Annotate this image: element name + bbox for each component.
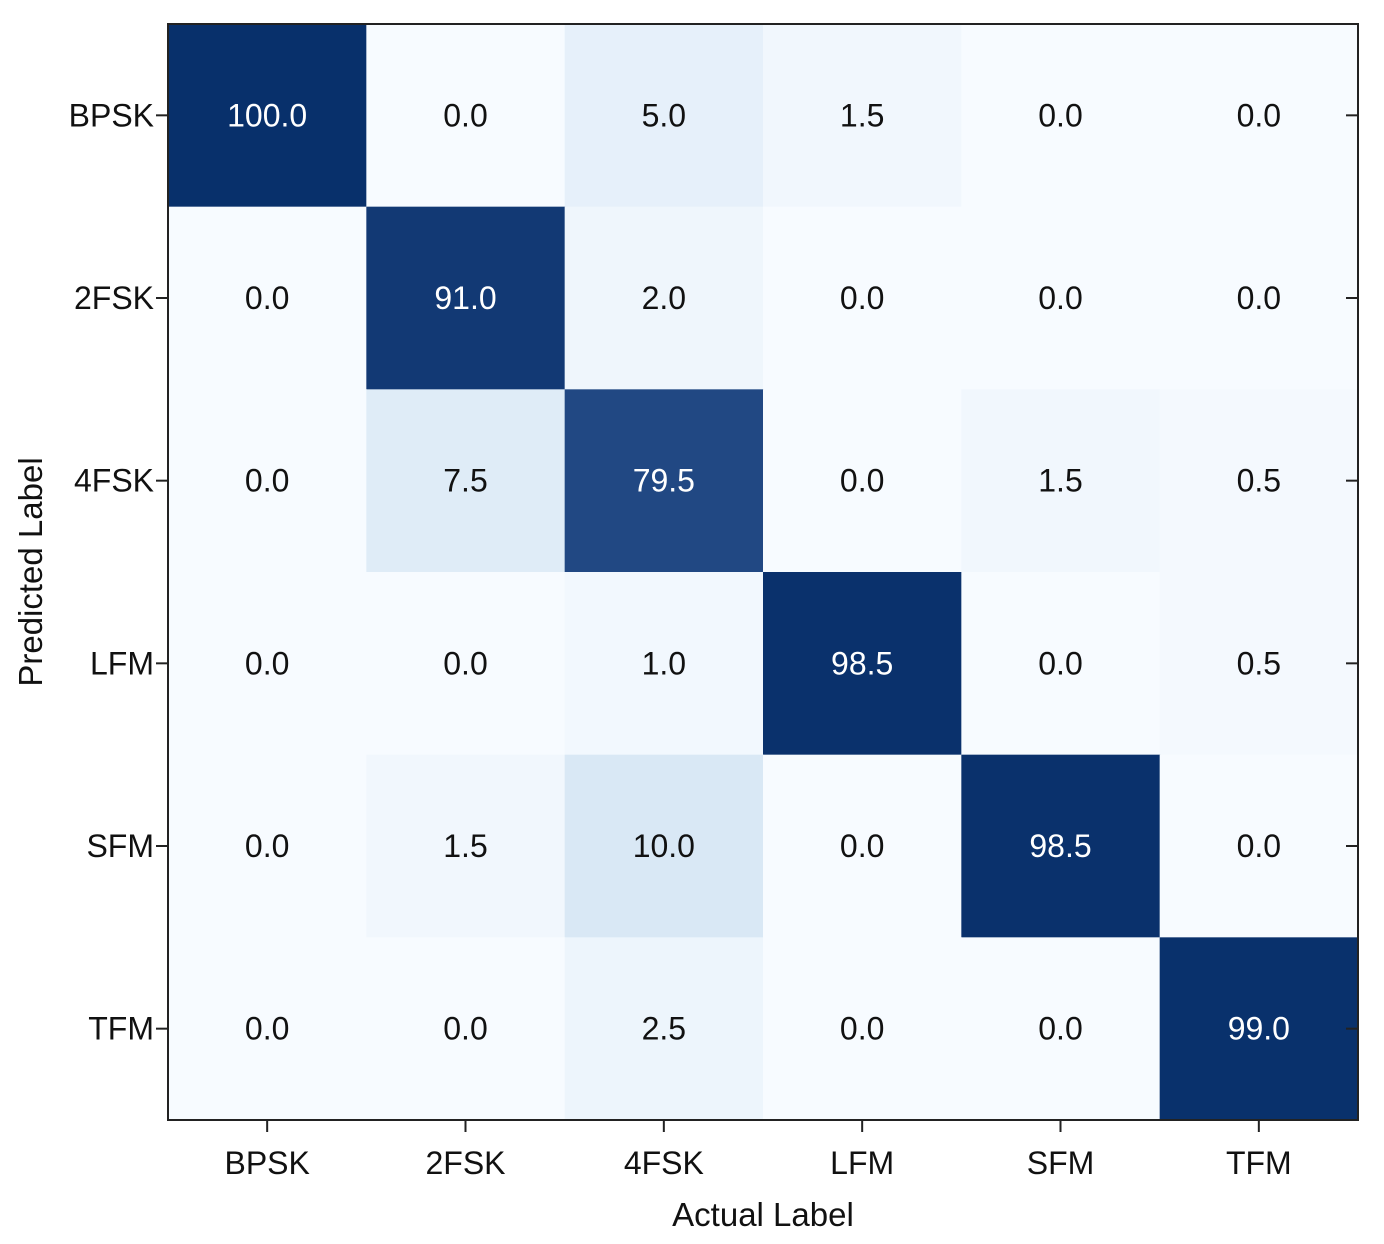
cell-value-label: 0.0 — [1038, 1011, 1082, 1047]
heatmap-cell — [168, 754, 367, 938]
heatmap-cell — [366, 754, 566, 938]
cell-value-label: 99.0 — [1228, 1011, 1290, 1047]
cell-value-label: 0.0 — [245, 828, 289, 864]
cell-value-label: 91.0 — [434, 280, 496, 316]
x-tick-label: 2FSK — [425, 1145, 505, 1181]
cell-value-label: 0.0 — [1038, 97, 1082, 133]
y-tick-label: 4FSK — [74, 463, 154, 499]
heatmap-cell — [1159, 24, 1359, 208]
x-tick-label: 4FSK — [624, 1145, 704, 1181]
heatmap-cell — [763, 389, 962, 573]
cell-value-label: 2.5 — [642, 1011, 686, 1047]
cell-value-label: 0.0 — [840, 280, 884, 316]
heatmap-cell — [961, 937, 1161, 1121]
cell-value-label: 0.0 — [840, 828, 884, 864]
heatmap-cell — [763, 754, 962, 938]
y-tick-label: BPSK — [69, 97, 154, 133]
heatmap-cell — [961, 206, 1161, 390]
heatmap-cell — [961, 389, 1161, 573]
y-tick-label: SFM — [86, 828, 154, 864]
heatmap-cell — [763, 24, 962, 208]
heatmap-cell — [961, 572, 1161, 756]
heatmap-cell — [1159, 937, 1359, 1121]
plot-frame — [167, 23, 1359, 1121]
y-tick-labels: BPSK 2FSK 4FSK LFM SFM TFM — [69, 97, 154, 1046]
heatmap-cell — [564, 389, 764, 573]
heatmap-cell — [763, 937, 962, 1121]
heatmap-cell — [763, 572, 962, 756]
cell-value-label: 100.0 — [227, 97, 307, 133]
heatmap-cell — [564, 937, 764, 1121]
cell-value-label: 0.0 — [1038, 280, 1082, 316]
cell-value-label: 0.0 — [245, 463, 289, 499]
heatmap-cell — [168, 24, 367, 208]
x-tick-labels: BPSK 2FSK 4FSK LFM SFM TFM — [224, 1145, 1291, 1181]
y-tick-label: TFM — [88, 1011, 154, 1047]
heatmap-cell — [366, 572, 566, 756]
heatmap-cell — [168, 572, 367, 756]
cell-value-label: 0.5 — [1237, 463, 1281, 499]
heatmap-cell — [1159, 206, 1359, 390]
cell-value-label: 0.0 — [443, 645, 487, 681]
cell-value-label: 79.5 — [633, 463, 695, 499]
cell-value-label: 0.0 — [245, 280, 289, 316]
heatmap-cell — [763, 206, 962, 390]
cell-value-label: 0.0 — [443, 1011, 487, 1047]
cell-value-label: 10.0 — [633, 828, 695, 864]
x-tick-label: SFM — [1027, 1145, 1095, 1181]
heatmap-cells — [168, 24, 1359, 1121]
y-tick-label: 2FSK — [74, 280, 154, 316]
heatmap-cell — [961, 24, 1161, 208]
cell-value-label: 0.0 — [840, 1011, 884, 1047]
cell-value-label: 1.5 — [443, 828, 487, 864]
cell-value-label: 0.0 — [1038, 645, 1082, 681]
heatmap-cell — [366, 206, 566, 390]
cell-value-label: 5.0 — [642, 97, 686, 133]
cell-value-label: 98.5 — [1029, 828, 1091, 864]
heatmap-cell — [168, 206, 367, 390]
cell-value-label: 2.0 — [642, 280, 686, 316]
cell-value-label: 0.0 — [1237, 280, 1281, 316]
heatmap-cell-labels: 100.0 0.0 5.0 1.5 0.0 0.0 0.0 91.0 2.0 0.0 0.0 0.0 0… — [227, 97, 1290, 1046]
cell-value-label: 98.5 — [831, 645, 893, 681]
cell-value-label: 7.5 — [443, 463, 487, 499]
cell-value-label: 0.0 — [1237, 97, 1281, 133]
y-axis-title: Predicted Label — [12, 457, 49, 686]
heatmap-cell — [1159, 389, 1359, 573]
heatmap-cell — [168, 937, 367, 1121]
x-axis-title: Actual Label — [672, 1196, 854, 1233]
heatmap-cell — [961, 754, 1161, 938]
cell-value-label: 1.5 — [1038, 463, 1082, 499]
heatmap-cell — [564, 24, 764, 208]
cell-value-label: 0.0 — [245, 1011, 289, 1047]
heatmap-cell — [366, 937, 566, 1121]
cell-value-label: 1.0 — [642, 645, 686, 681]
cell-value-label: 0.0 — [1237, 828, 1281, 864]
x-tick-label: TFM — [1226, 1145, 1292, 1181]
heatmap-cell — [564, 572, 764, 756]
heatmap-cell — [564, 206, 764, 390]
heatmap-cell — [366, 24, 566, 208]
heatmap-cell — [168, 389, 367, 573]
heatmap-cell — [564, 754, 764, 938]
x-tick-label: LFM — [830, 1145, 894, 1181]
heatmap-cell — [1159, 754, 1359, 938]
axis-ticks — [156, 114, 1358, 1132]
cell-value-label: 0.0 — [840, 463, 884, 499]
heatmap-cell — [1159, 572, 1359, 756]
heatmap-cell — [366, 389, 566, 573]
cell-value-label: 0.0 — [245, 645, 289, 681]
cell-value-label: 0.5 — [1237, 645, 1281, 681]
x-tick-label: BPSK — [224, 1145, 309, 1181]
y-tick-label: LFM — [90, 645, 154, 681]
cell-value-label: 1.5 — [840, 97, 884, 133]
cell-value-label: 0.0 — [443, 97, 487, 133]
